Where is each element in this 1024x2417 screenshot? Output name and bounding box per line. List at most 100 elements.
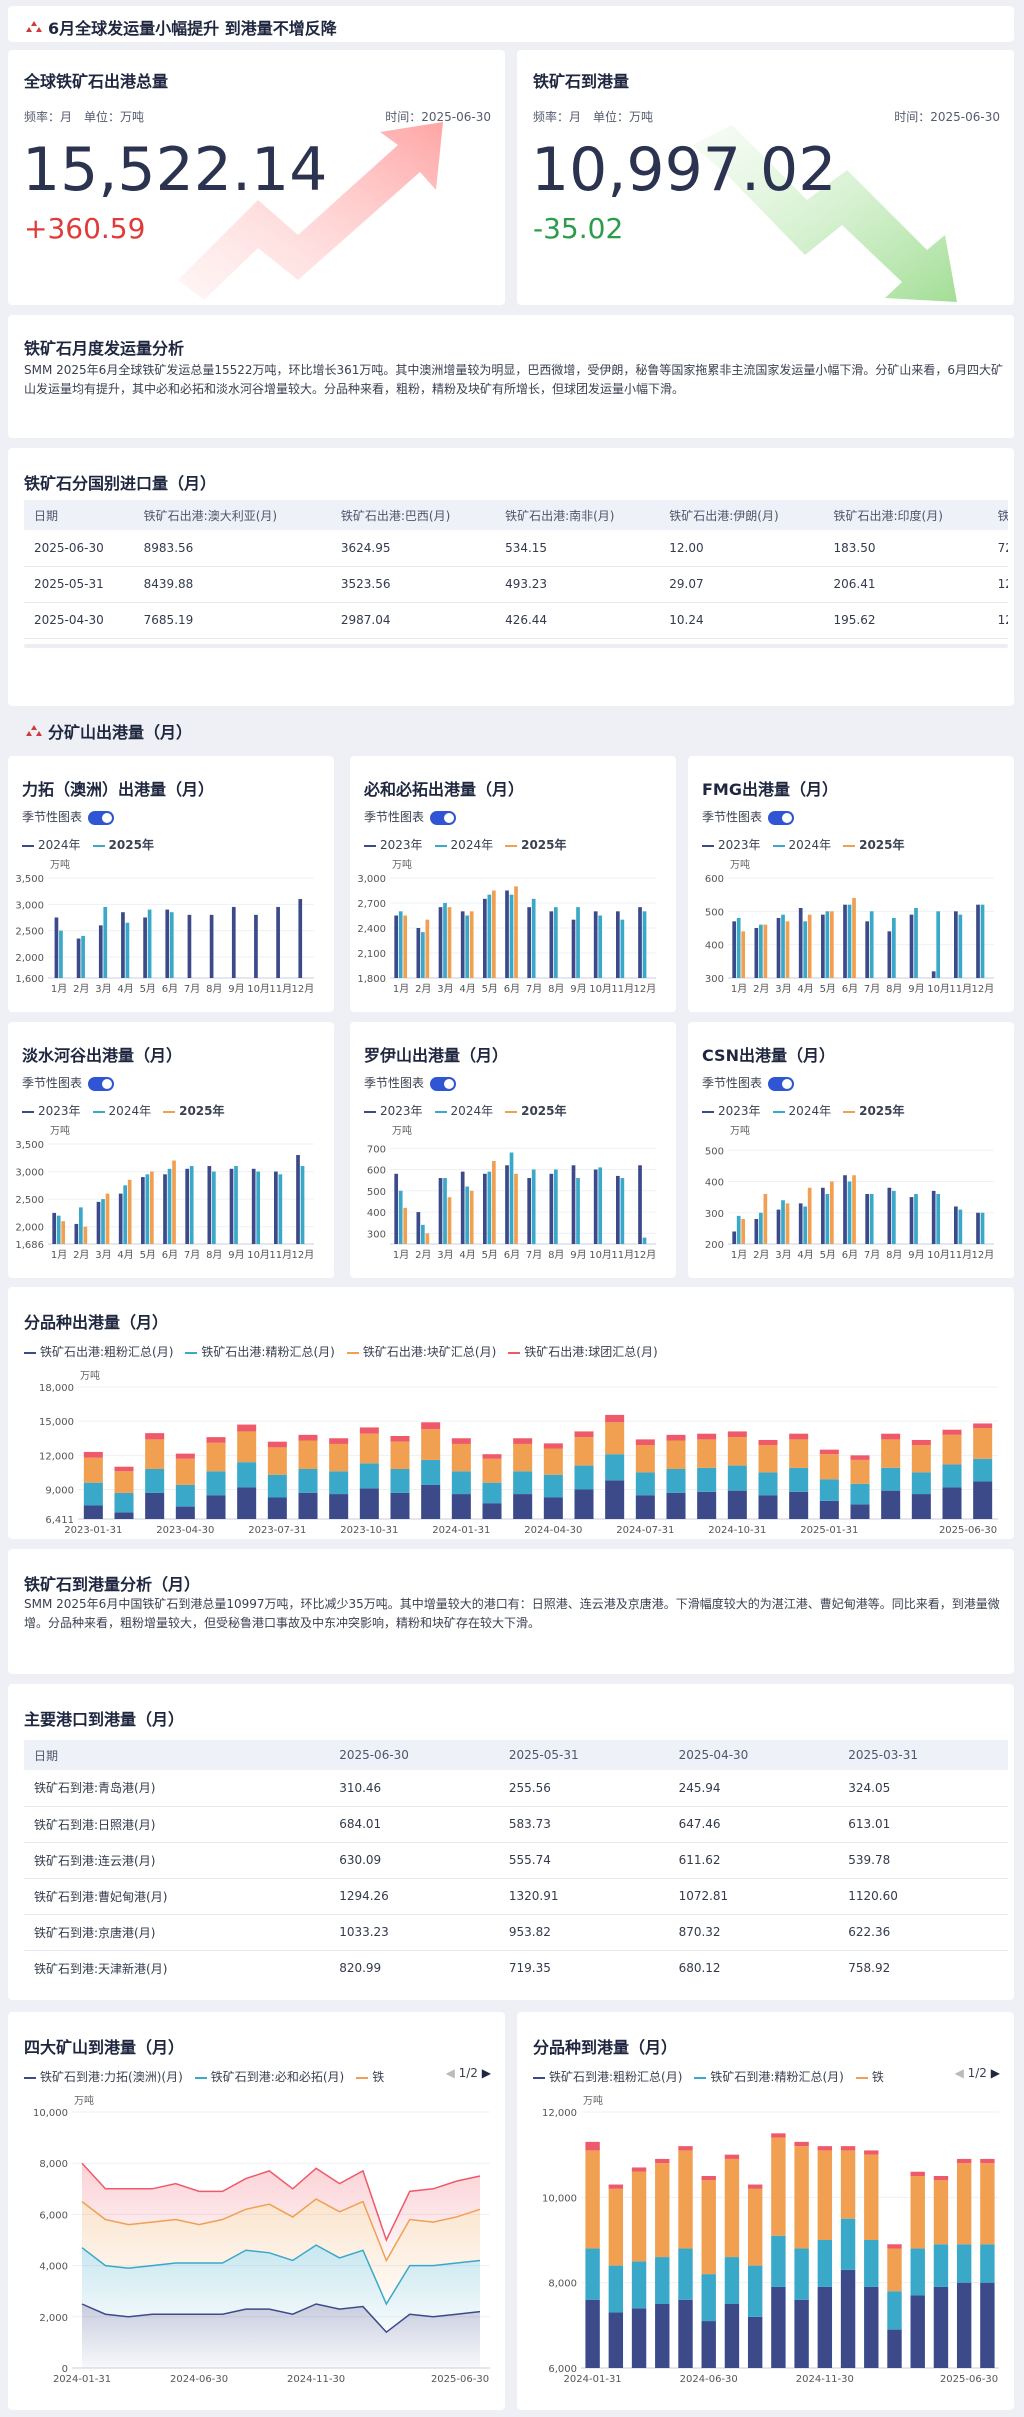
bar[interactable]: [96, 1201, 101, 1244]
bar[interactable]: [531, 1169, 536, 1244]
bar[interactable]: [642, 1237, 647, 1244]
bar[interactable]: [776, 1209, 781, 1244]
bar[interactable]: [732, 921, 737, 978]
bar-segment[interactable]: [864, 2240, 879, 2287]
bar[interactable]: [189, 1166, 194, 1244]
bar-segment[interactable]: [887, 2248, 902, 2292]
bar[interactable]: [798, 908, 803, 978]
bar-segment[interactable]: [145, 1492, 165, 1519]
bar[interactable]: [483, 1173, 487, 1244]
legend-item[interactable]: 2024年: [772, 838, 831, 852]
bar-segment[interactable]: [585, 2141, 600, 2151]
bar[interactable]: [251, 1168, 256, 1244]
bar-segment[interactable]: [666, 1440, 686, 1470]
bar[interactable]: [56, 1215, 61, 1244]
pager-prev-icon[interactable]: ◀: [954, 2066, 964, 2080]
bar-segment[interactable]: [175, 1453, 195, 1459]
bar-segment[interactable]: [758, 1472, 778, 1496]
legend-item[interactable]: 2024年: [772, 1104, 831, 1118]
bar[interactable]: [732, 1231, 737, 1245]
bar-segment[interactable]: [145, 1433, 165, 1440]
bar-segment[interactable]: [747, 2265, 763, 2317]
bar-segment[interactable]: [635, 1445, 655, 1473]
bar-segment[interactable]: [635, 1472, 655, 1496]
bar-segment[interactable]: [655, 2304, 670, 2368]
legend-item[interactable]: 2025年: [843, 1104, 905, 1118]
bar-segment[interactable]: [819, 1500, 839, 1519]
bar-segment[interactable]: [631, 2171, 647, 2262]
bar-segment[interactable]: [881, 1433, 901, 1440]
legend-item[interactable]: 铁矿石出港:粗粉汇总(月): [24, 1345, 173, 1359]
bar-segment[interactable]: [911, 1445, 931, 1473]
bar-segment[interactable]: [543, 1448, 563, 1475]
bar[interactable]: [958, 1209, 963, 1244]
bar-segment[interactable]: [513, 1494, 533, 1519]
bar-segment[interactable]: [701, 2180, 716, 2275]
bar[interactable]: [469, 1190, 474, 1244]
bar[interactable]: [763, 1194, 768, 1244]
bar-segment[interactable]: [727, 1437, 747, 1466]
table-row[interactable]: 铁矿石到港:京唐港(月) 1033.23 953.82 870.32 622.36: [24, 1914, 1008, 1951]
bar-segment[interactable]: [390, 1492, 410, 1519]
legend-item[interactable]: 铁矿石到港:必和必拓(月): [194, 2070, 344, 2084]
legend-item[interactable]: 2025年: [92, 838, 154, 852]
bar[interactable]: [278, 1174, 283, 1244]
bar-segment[interactable]: [605, 1414, 625, 1423]
bar[interactable]: [763, 924, 768, 978]
bar[interactable]: [571, 1165, 576, 1244]
bar-segment[interactable]: [980, 2244, 995, 2283]
bar[interactable]: [736, 918, 741, 978]
bar[interactable]: [79, 1207, 83, 1244]
bar-segment[interactable]: [390, 1469, 410, 1493]
bar-segment[interactable]: [175, 1458, 195, 1485]
bar-segment[interactable]: [850, 1459, 870, 1484]
bar-segment[interactable]: [359, 1463, 379, 1489]
bar-segment[interactable]: [819, 1449, 839, 1455]
toggle-switch[interactable]: [768, 810, 795, 825]
bar-segment[interactable]: [329, 1443, 349, 1472]
bar-segment[interactable]: [608, 2265, 624, 2313]
bar-segment[interactable]: [655, 2158, 670, 2164]
bar[interactable]: [276, 906, 280, 978]
bar-segment[interactable]: [789, 1491, 809, 1519]
series-line[interactable]: [81, 2162, 481, 2242]
bar[interactable]: [398, 1190, 403, 1244]
bar[interactable]: [741, 931, 746, 978]
bar[interactable]: [887, 1187, 892, 1244]
table-row[interactable]: 铁矿石到港:连云港(月) 630.09 555.74 611.62 539.78: [24, 1842, 1008, 1879]
bar-segment[interactable]: [840, 2269, 856, 2368]
bar-segment[interactable]: [145, 1439, 165, 1470]
bar-segment[interactable]: [114, 1492, 134, 1513]
bar-segment[interactable]: [747, 2184, 763, 2189]
bar-segment[interactable]: [543, 1474, 563, 1498]
bar-segment[interactable]: [817, 2240, 833, 2287]
bar-segment[interactable]: [655, 2257, 670, 2304]
bar[interactable]: [416, 928, 421, 978]
bar-segment[interactable]: [771, 2235, 786, 2287]
bar-segment[interactable]: [635, 1439, 655, 1446]
bar-segment[interactable]: [819, 1479, 839, 1501]
bar-segment[interactable]: [175, 1484, 195, 1507]
bar-segment[interactable]: [881, 1439, 901, 1468]
bar-segment[interactable]: [933, 2286, 949, 2368]
bar-segment[interactable]: [747, 2316, 763, 2368]
bar-segment[interactable]: [175, 1506, 195, 1519]
bar[interactable]: [803, 1206, 808, 1245]
bar-segment[interactable]: [973, 1428, 993, 1459]
bar[interactable]: [936, 911, 941, 978]
bar-segment[interactable]: [631, 2308, 647, 2368]
bar-segment[interactable]: [83, 1505, 103, 1519]
toggle-switch[interactable]: [88, 810, 115, 825]
bar[interactable]: [54, 917, 59, 978]
bar-segment[interactable]: [513, 1471, 533, 1495]
bar-segment[interactable]: [771, 2286, 786, 2368]
bar[interactable]: [300, 1166, 305, 1244]
bar-segment[interactable]: [666, 1469, 686, 1493]
bar[interactable]: [571, 919, 576, 978]
bar[interactable]: [212, 1171, 216, 1244]
bar[interactable]: [892, 1190, 896, 1244]
bar-segment[interactable]: [697, 1467, 717, 1492]
legend-item[interactable]: 2025年: [163, 1104, 225, 1118]
bar-segment[interactable]: [794, 2299, 809, 2368]
bar[interactable]: [776, 918, 781, 978]
